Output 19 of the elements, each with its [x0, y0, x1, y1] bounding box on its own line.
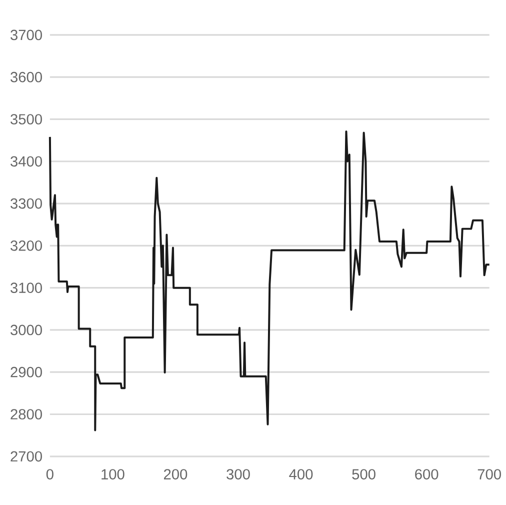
- x-tick-label: 400: [289, 468, 313, 480]
- y-tick-label: 3500: [10, 114, 42, 124]
- y-tick-label: 3700: [10, 30, 42, 40]
- x-tick-label: 200: [164, 468, 188, 480]
- y-tick-label: 2700: [10, 451, 42, 462]
- y-tick-label: 3000: [10, 324, 42, 335]
- y-tick-label: 3100: [10, 282, 42, 293]
- y-tick-label: 3200: [10, 240, 42, 251]
- x-tick-label: 100: [102, 468, 124, 480]
- x-tick-label: 0: [46, 468, 54, 480]
- x-tick-label: 500: [352, 468, 376, 480]
- x-tick-label: 600: [415, 468, 438, 480]
- y-tick-label: 3400: [10, 156, 42, 166]
- x-tick-label: 300: [226, 468, 250, 480]
- x-tick-label: 700: [478, 468, 501, 480]
- y-tick-label: 2900: [10, 366, 42, 378]
- y-tick-label: 2800: [10, 408, 42, 420]
- y-tick-label: 3600: [10, 72, 42, 82]
- y-tick-label: 3300: [10, 198, 42, 209]
